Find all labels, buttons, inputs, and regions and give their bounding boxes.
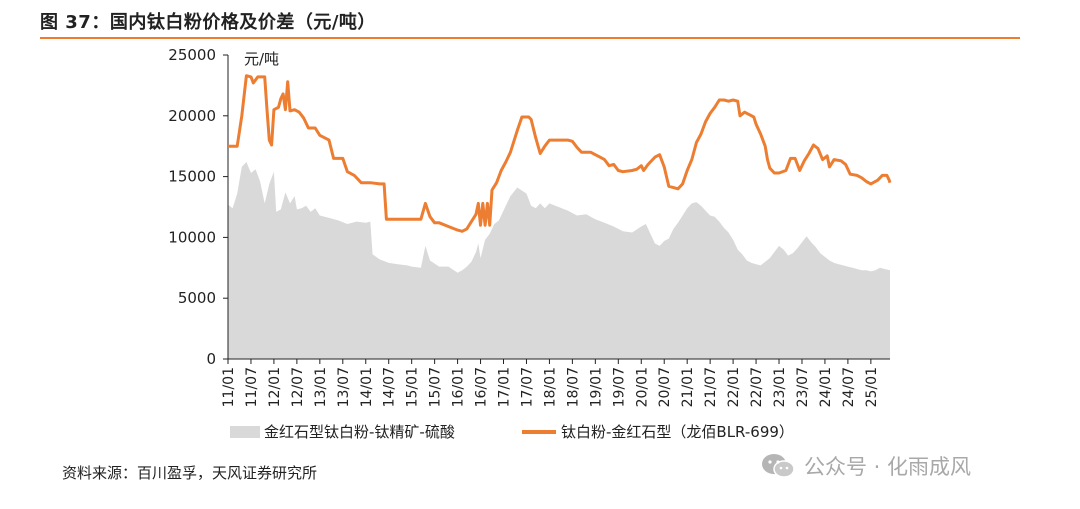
x-tick-label: 12/01 (267, 367, 283, 407)
x-tick-label: 23/01 (772, 367, 788, 407)
y-tick-label: 15000 (168, 168, 216, 186)
y-axis-label: 元/吨 (244, 50, 279, 68)
x-tick-label: 22/07 (749, 367, 765, 407)
legend-label-area: 金红石型钛白粉-钛精矿-硫酸 (264, 423, 455, 441)
wechat-icon (762, 454, 795, 478)
x-tick-label: 19/01 (588, 367, 604, 407)
area-series-spread (228, 162, 890, 359)
figure-title: 图 37：国内钛白粉价格及价差（元/吨） (40, 12, 376, 33)
x-tick-label: 16/01 (451, 367, 467, 407)
x-tick-label: 18/01 (542, 367, 558, 407)
x-tick-label: 24/01 (818, 367, 834, 407)
y-tick-label: 10000 (168, 228, 216, 246)
x-tick-label: 25/01 (864, 367, 880, 407)
x-tick-label: 11/07 (244, 367, 260, 407)
x-tick-label: 17/07 (519, 367, 535, 407)
x-tick-label: 18/07 (565, 367, 581, 407)
axis-layer: 0 5000 10000 15000 20000 25000 11/01 11/07 12/01… (168, 46, 890, 407)
y-tick-label: 20000 (168, 107, 216, 125)
x-tick-label: 13/07 (336, 367, 352, 407)
x-tick-label: 17/01 (497, 367, 513, 407)
x-tick-label: 22/01 (726, 367, 742, 407)
x-tick-label: 14/07 (382, 367, 398, 407)
x-tick-label: 15/07 (428, 367, 444, 407)
x-tick-label: 24/07 (841, 367, 857, 407)
line-series-price (228, 74, 892, 233)
x-tick-label: 16/07 (474, 367, 490, 407)
x-tick-label: 20/01 (634, 367, 650, 407)
watermark-text: 公众号 · 化雨成风 (804, 455, 972, 479)
legend-label-line: 钛白粉-金红石型（龙佰BLR-699） (561, 423, 794, 441)
x-tick-label: 15/01 (405, 367, 421, 407)
title-underline (40, 37, 1020, 39)
y-tick-label: 0 (206, 350, 216, 368)
source-note: 资料来源：百川盈孚，天风证券研究所 (62, 464, 318, 482)
chart-legend: 金红石型钛白粉-钛精矿-硫酸 钛白粉-金红石型（龙佰BLR-699） (230, 423, 794, 441)
x-tick-label: 23/07 (795, 367, 811, 407)
line-layer (228, 74, 892, 233)
area-layer (228, 162, 890, 359)
x-tick-label: 14/01 (359, 367, 375, 407)
legend-swatch-area (230, 426, 260, 438)
x-tick-label: 21/07 (703, 367, 719, 407)
x-tick-label: 11/01 (221, 367, 237, 407)
x-tick-label: 13/01 (313, 367, 329, 407)
x-tick-label: 21/01 (680, 367, 696, 407)
x-tick-label: 20/07 (657, 367, 673, 407)
y-tick-label: 5000 (178, 289, 216, 307)
x-tick-label: 19/07 (611, 367, 627, 407)
x-tick-label: 12/07 (290, 367, 306, 407)
y-tick-label: 25000 (168, 46, 216, 64)
watermark: 公众号 · 化雨成风 (760, 451, 971, 481)
